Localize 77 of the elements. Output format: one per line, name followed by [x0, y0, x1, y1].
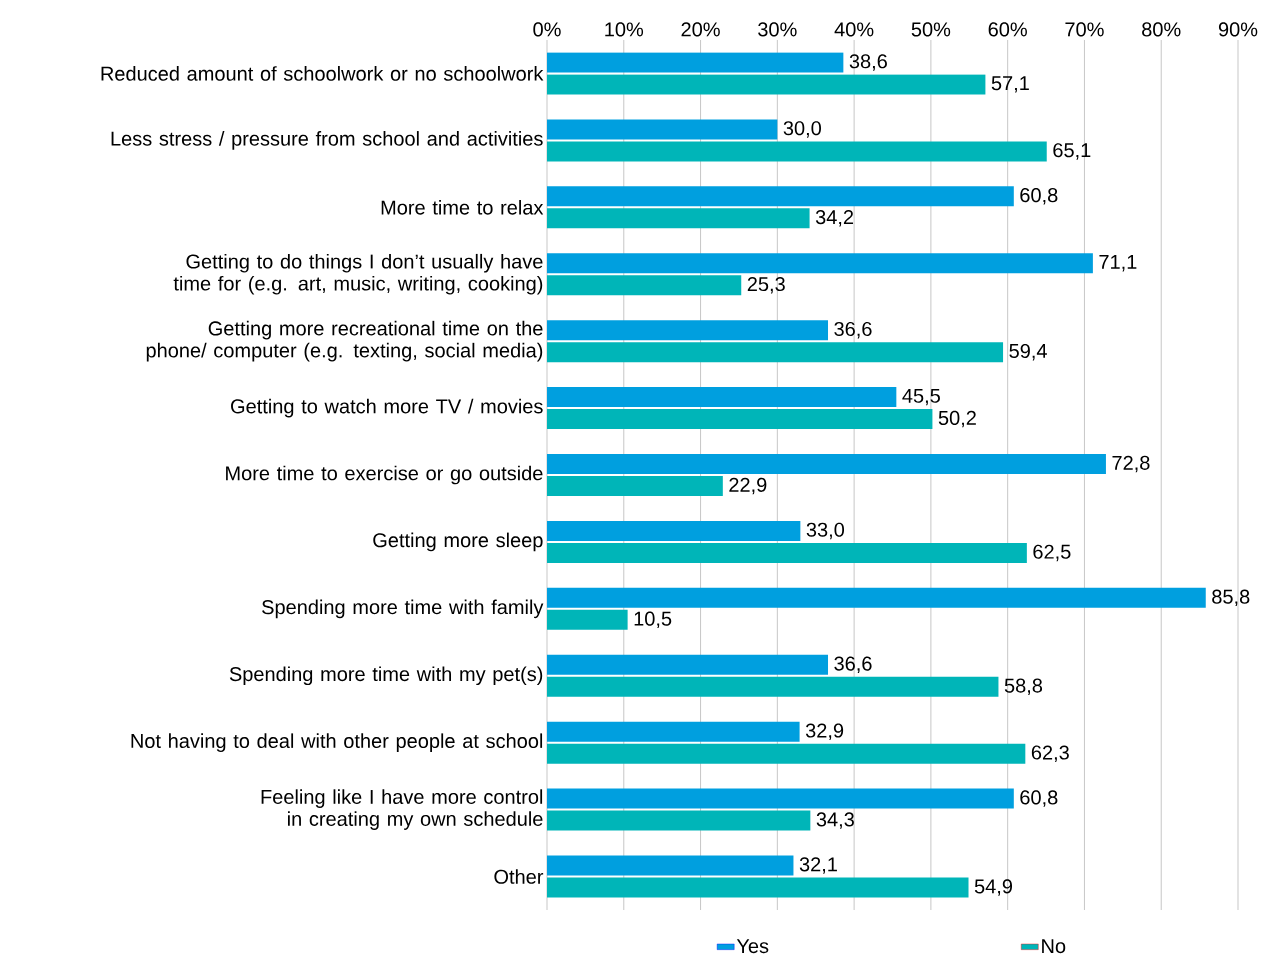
data-label: 32,1: [799, 857, 837, 874]
data-label: 32,9: [805, 723, 844, 740]
data-label: 25,3: [747, 276, 785, 294]
x-tick-label: 10%: [605, 22, 644, 37]
y-tick-label: Getting more sleep: [373, 532, 543, 552]
y-tick-label: Getting to watch more TV / movies: [231, 398, 543, 418]
bar: [547, 409, 933, 430]
x-tick-label: 0%: [533, 22, 561, 37]
y-tick-label: More time to exercise or go outside: [226, 465, 543, 485]
data-label: 62,3: [1031, 745, 1069, 762]
bar: [547, 609, 628, 630]
x-tick-label: 30%: [758, 22, 797, 37]
x-tick-label: 50%: [911, 22, 951, 37]
bar: [547, 141, 1047, 162]
y-tick-label: Feeling like I have more control in creating my own schedule: [261, 789, 543, 830]
bar: [547, 721, 800, 742]
bar: [547, 743, 1026, 764]
bar: [547, 476, 723, 496]
data-label: 59,4: [1009, 343, 1047, 361]
legend-label: No: [1042, 939, 1066, 954]
bar: [547, 788, 1014, 809]
y-tick-label: Not having to deal with other people at school: [131, 733, 543, 753]
data-label: 72,8: [1112, 455, 1150, 473]
bar: [547, 454, 1106, 474]
data-label: 50,2: [938, 410, 976, 428]
bar: [547, 320, 829, 341]
bar: [547, 253, 1093, 274]
y-tick-label: Reduced amount of schoolwork or no schoolwork: [101, 66, 544, 81]
data-label: 36,6: [834, 321, 872, 339]
data-label: 38,6: [849, 54, 887, 71]
data-label: 45,5: [902, 388, 940, 406]
x-tick-label: 70%: [1065, 22, 1104, 37]
bar: [547, 387, 897, 408]
y-tick-label: More time to relax: [381, 199, 544, 215]
bar: [547, 542, 1027, 563]
legend-label: Yes: [736, 939, 769, 954]
bar: [547, 275, 742, 296]
x-tick-label: 80%: [1142, 22, 1181, 37]
bar: [547, 52, 844, 73]
data-label: 10,5: [634, 611, 672, 629]
x-tick-label: 40%: [834, 22, 874, 37]
data-label: 34,2: [815, 210, 854, 227]
x-tick-label: 20%: [681, 22, 720, 37]
x-tick-label: 60%: [988, 22, 1027, 37]
y-tick-label: Spending more time with family: [262, 599, 544, 619]
bar: [547, 208, 810, 229]
bar: [547, 520, 801, 541]
data-label: 85,8: [1212, 589, 1250, 607]
bar: [547, 74, 986, 95]
bar: [547, 119, 778, 140]
bar: [547, 587, 1206, 608]
bar: [547, 186, 1014, 207]
data-label: 65,1: [1053, 143, 1091, 160]
y-tick-label: Spending more time with my pet(s): [229, 666, 543, 686]
y-tick-label: Getting to do things I don’t usually have time for (e.g. art, music, writing, cooking): [173, 253, 543, 295]
data-label: 34,3: [816, 812, 854, 829]
bar: [547, 676, 999, 697]
data-label: 30,0: [783, 121, 821, 138]
bar: [547, 810, 811, 831]
data-label: 57,1: [991, 76, 1029, 93]
data-label: 60,8: [1020, 188, 1058, 205]
data-label: 62,5: [1033, 544, 1071, 562]
x-tick-label: 90%: [1218, 22, 1258, 37]
y-tick-label: Less stress / pressure from school and activities: [111, 131, 543, 150]
data-label: 36,6: [834, 656, 872, 674]
bar: [547, 855, 794, 876]
data-label: 33,0: [806, 522, 845, 540]
y-tick-label: Getting more recreational time on the phone/ computer (e.g. texting, social media): [146, 320, 543, 362]
bar: [547, 342, 1004, 363]
bar: [547, 877, 969, 898]
data-label: 71,1: [1099, 255, 1137, 272]
data-label: 22,9: [729, 477, 767, 495]
y-tick-label: Other: [494, 869, 544, 884]
data-label: 60,8: [1020, 790, 1058, 807]
data-label: 54,9: [974, 879, 1013, 896]
data-label: 58,8: [1004, 678, 1043, 696]
bar: [547, 654, 829, 675]
